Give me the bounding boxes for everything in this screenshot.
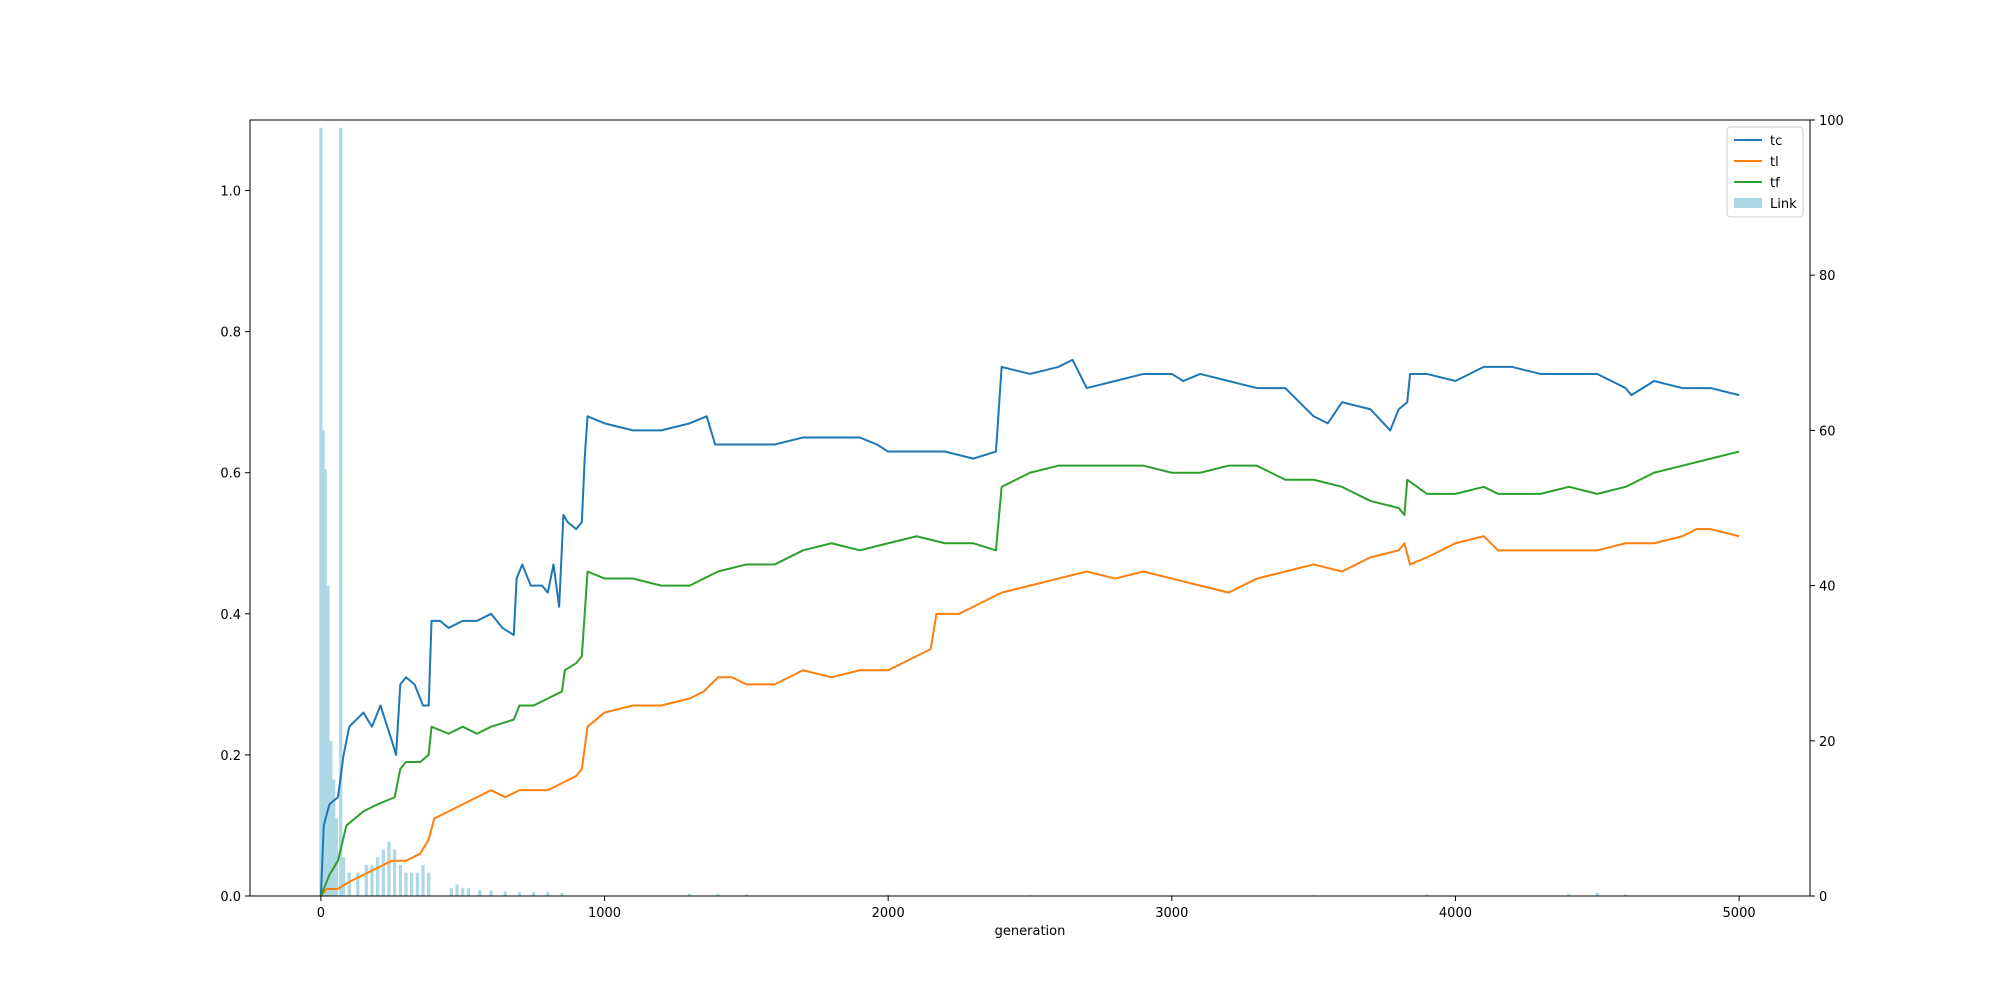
link-bar (478, 889, 482, 896)
link-bar (321, 430, 325, 896)
legend-label-tc: tc (1770, 134, 1782, 149)
link-bar (334, 818, 339, 896)
link-bar (332, 779, 336, 896)
x-axis: 0 1000 2000 3000 4000 5000 (317, 896, 1756, 921)
x-tick-label: 0 (317, 906, 325, 921)
right-y-axis: 0 20 40 60 80 100 (1810, 114, 1844, 905)
link-bar (449, 888, 453, 896)
link-bar (1567, 893, 1571, 896)
series-lines (319, 358, 1740, 897)
link-bar (364, 864, 368, 896)
right-y-tick-label: 0 (1819, 890, 1827, 905)
x-tick-label: 4000 (1439, 906, 1472, 921)
left-y-tick-label: 1.0 (220, 185, 241, 200)
right-y-tick-label: 80 (1819, 269, 1836, 284)
link-bar (421, 864, 425, 896)
link-bar (716, 893, 720, 896)
left-y-tick-label: 0.4 (220, 608, 241, 623)
link-bar (1425, 894, 1429, 896)
link-bar (387, 841, 391, 896)
legend: tc tl tf Link (1726, 126, 1804, 218)
link-bar (323, 469, 327, 896)
link-bar (455, 884, 459, 896)
legend-label-Link: Link (1770, 197, 1797, 212)
link-bar (546, 892, 550, 896)
link-bar (461, 888, 465, 896)
right-y-tick-label: 20 (1819, 735, 1836, 750)
x-axis-label: generation (995, 924, 1066, 939)
x-tick-label: 5000 (1723, 906, 1756, 921)
link-bar (329, 740, 333, 896)
right-y-tick-label: 40 (1819, 580, 1836, 595)
link-bar (532, 892, 536, 896)
link-bar (398, 864, 402, 896)
series-line-tc (319, 358, 1740, 897)
link-bar (347, 872, 351, 896)
x-tick-label: 3000 (1155, 906, 1188, 921)
link-bar (342, 857, 346, 896)
left-y-tick-label: 0.2 (220, 749, 241, 764)
legend-box (1726, 126, 1804, 218)
link-bar (319, 127, 323, 896)
right-y-tick-label: 100 (1819, 114, 1844, 129)
link-bar (517, 892, 522, 896)
link-bars (319, 127, 1628, 896)
legend-label-tl: tl (1770, 155, 1779, 170)
link-bar (415, 872, 419, 896)
series-line-tf (319, 450, 1740, 897)
plot-frame (249, 119, 1811, 897)
link-bar (1595, 892, 1599, 896)
link-bar (688, 893, 692, 896)
link-bar (427, 872, 431, 896)
link-bar (376, 857, 380, 896)
link-bar (744, 894, 748, 896)
link-bar (326, 585, 330, 896)
link-bar (503, 891, 507, 896)
link-bar (356, 872, 360, 896)
link-bar (466, 888, 470, 896)
legend-label-tf: tf (1770, 176, 1780, 191)
link-bar (410, 872, 414, 896)
link-bar (393, 849, 397, 896)
x-tick-label: 1000 (588, 906, 621, 921)
link-bar (560, 892, 564, 896)
left-y-axis: 0.0 0.2 0.4 0.6 0.8 1.0 (220, 185, 250, 905)
link-bar (489, 890, 493, 896)
link-bar (886, 894, 890, 896)
right-y-tick-label: 60 (1819, 424, 1836, 439)
left-y-tick-label: 0.6 (220, 467, 241, 482)
link-bar (381, 849, 385, 896)
x-tick-label: 2000 (872, 906, 905, 921)
left-y-tick-label: 0.8 (220, 326, 241, 341)
link-bar (1624, 894, 1628, 896)
link-bar (404, 872, 408, 896)
legend-swatch-Link (1734, 198, 1762, 208)
left-y-tick-label: 0.0 (220, 890, 241, 905)
link-bar (370, 864, 374, 896)
series-line-tl (320, 528, 1740, 897)
link-bar (339, 127, 343, 896)
